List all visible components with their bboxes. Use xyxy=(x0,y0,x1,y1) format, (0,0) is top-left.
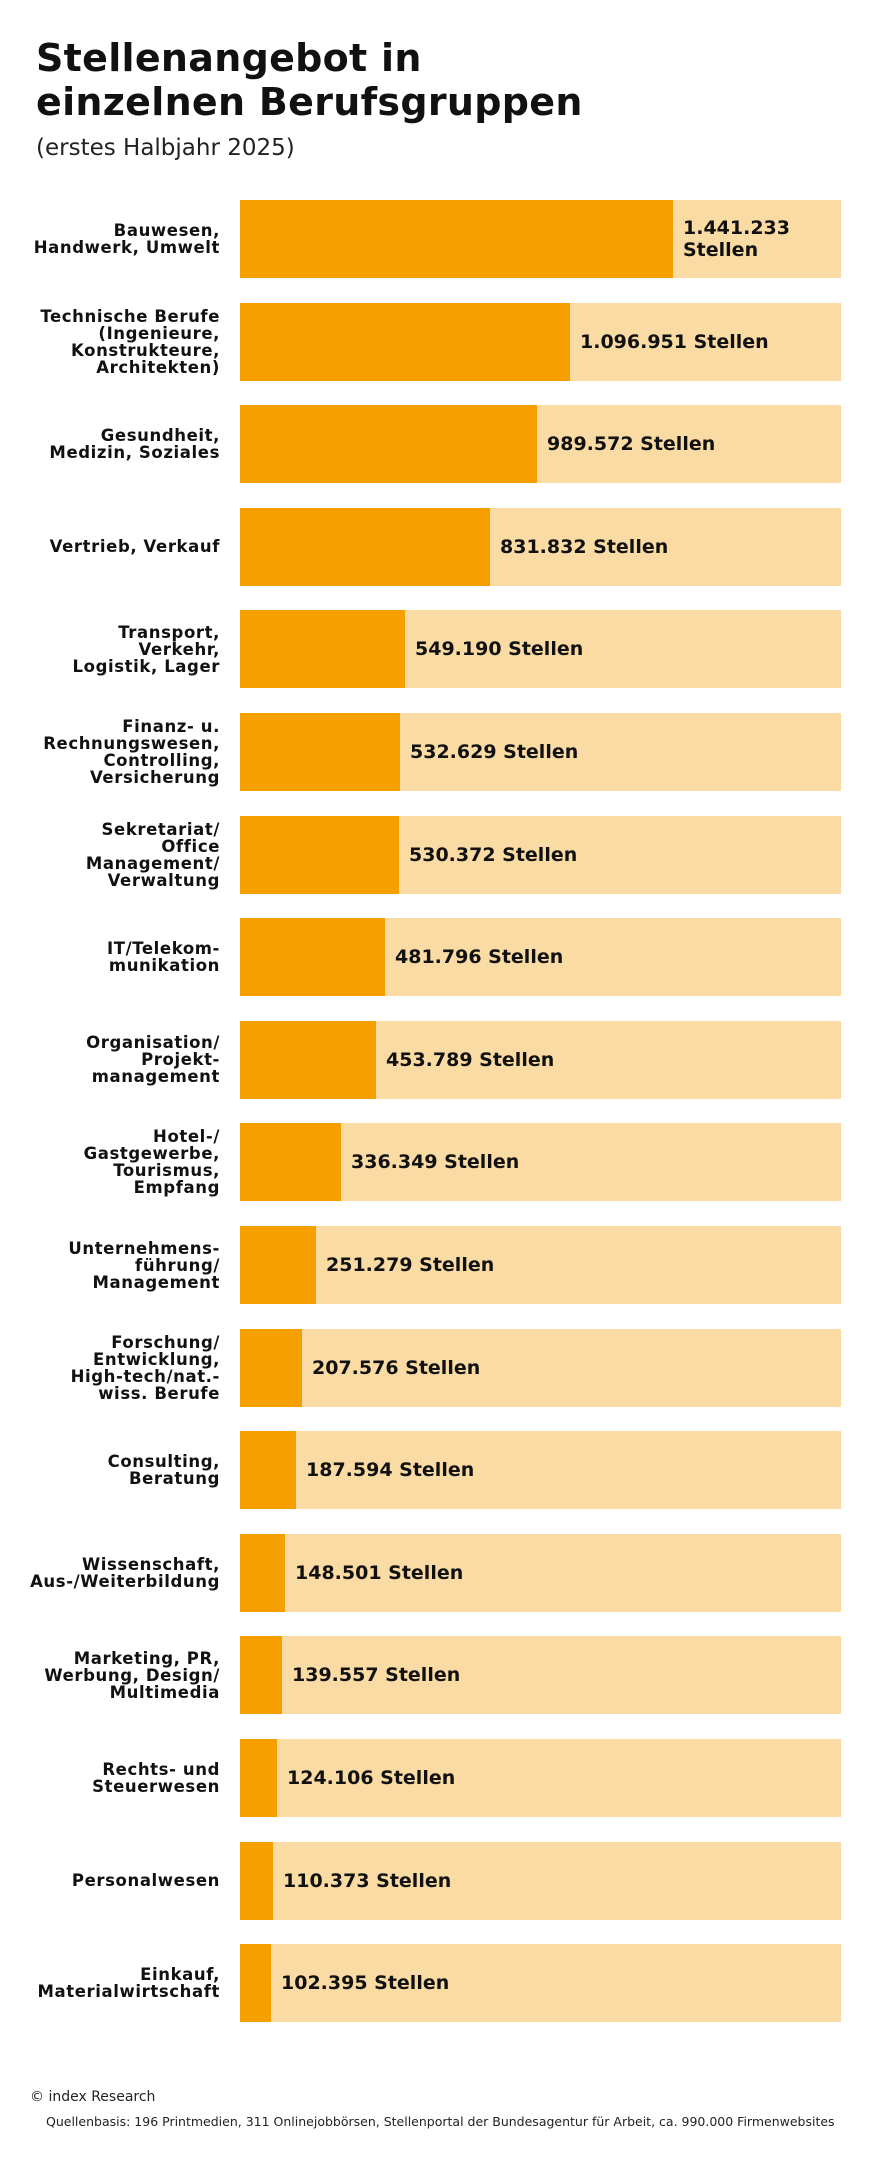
bar-row: Consulting, Beratung 187.594 Stellen xyxy=(0,1431,880,1510)
bar-row: Transport, Verkehr, Logistik, Lager 549.1… xyxy=(0,610,880,689)
bar-track xyxy=(240,1636,841,1715)
bar xyxy=(240,610,405,689)
bar-track xyxy=(240,1431,841,1510)
bar xyxy=(240,200,673,278)
category-label: Gesundheit, Medizin, Soziales xyxy=(49,426,220,463)
category-label: Bauwesen, Handwerk, Umwelt xyxy=(33,221,220,257)
bar-row: Einkauf, Materialwirtschaft 102.395 Stell… xyxy=(0,1944,880,2023)
chart-title-line-2: einzelnen Berufsgruppen xyxy=(36,80,583,124)
value-label: 549.190 Stellen xyxy=(415,638,584,661)
bar-track xyxy=(240,1226,841,1304)
category-label: Transport, Verkehr, Logistik, Lager xyxy=(72,622,220,676)
value-label: 831.832 Stellen xyxy=(500,535,669,558)
category-label: Forschung/ Entwicklung, High-tech/nat.- … xyxy=(70,1332,220,1403)
bar xyxy=(240,1636,282,1715)
value-label: 187.594 Stellen xyxy=(306,1459,475,1482)
bar-track xyxy=(240,1739,841,1817)
category-label: Hotel-/ Gastgewerbe, Tourismus, Empfang xyxy=(83,1127,220,1198)
value-label: 336.349 Stellen xyxy=(351,1151,520,1174)
bar-track xyxy=(240,1328,841,1407)
bar-row: Finanz- u. Rechnungswesen, Controlling, … xyxy=(0,713,880,791)
value-label: 453.789 Stellen xyxy=(386,1048,555,1071)
bar xyxy=(240,918,385,997)
bar-row: IT/Telekom- munikation 481.796 Stellen xyxy=(0,918,880,997)
category-label: Einkauf, Materialwirtschaft xyxy=(37,1965,220,2002)
value-label: 148.501 Stellen xyxy=(295,1561,464,1584)
bar-row: Vertrieb, Verkauf 831.832 Stellen xyxy=(0,507,880,586)
copyright-note: © index Research xyxy=(30,2089,156,2105)
category-label: Consulting, Beratung xyxy=(107,1452,220,1489)
bar-row: Bauwesen, Handwerk, Umwelt 1.441.233 Stel… xyxy=(0,200,880,278)
value-label: 1.096.951 Stellen xyxy=(580,330,769,353)
value-label: 124.106 Stellen xyxy=(287,1767,456,1789)
category-label: Rechts- und Steuerwesen xyxy=(92,1760,220,1796)
chart-title-line-1: Stellenangebot in xyxy=(36,36,422,80)
chart-subtitle: (erstes Halbjahr 2025) xyxy=(36,135,295,161)
bar-track xyxy=(240,1841,841,1920)
value-label: 110.373 Stellen xyxy=(283,1869,452,1892)
bar-row: Organisation/ Projekt- management 453.789… xyxy=(0,1020,880,1099)
value-label: 102.395 Stellen xyxy=(281,1972,450,1995)
bar xyxy=(240,713,400,791)
value-label: 251.279 Stellen xyxy=(326,1254,495,1276)
bar-row: Forschung/ Entwicklung, High-tech/nat.- … xyxy=(0,1328,880,1407)
category-label: Organisation/ Projekt- management xyxy=(86,1033,220,1087)
value-label: 207.576 Stellen xyxy=(312,1356,481,1379)
value-label: 139.557 Stellen xyxy=(292,1664,461,1687)
bar-row: Rechts- und Steuerwesen 124.106 Stellen xyxy=(0,1739,880,1817)
category-label: IT/Telekom- munikation xyxy=(106,939,220,976)
bar-row: Marketing, PR, Werbung, Design/ Multimed… xyxy=(0,1636,880,1715)
bar xyxy=(240,1020,376,1099)
bar-row: Unternehmens- führung/ Management 251.279… xyxy=(0,1226,880,1304)
bar-row: Sekretariat/ Office Management/ Verwaltu… xyxy=(0,815,880,894)
bar xyxy=(240,302,570,381)
bar-row: Gesundheit, Medizin, Soziales 989.572 Ste… xyxy=(0,405,880,484)
category-label: Finanz- u. Rechnungswesen, Controlling, … xyxy=(43,717,220,787)
category-label: Unternehmens- führung/ Management xyxy=(68,1238,220,1292)
bar xyxy=(240,815,399,894)
bar xyxy=(240,1533,285,1612)
bar-row: Hotel-/ Gastgewerbe, Tourismus, Empfang 3… xyxy=(0,1123,880,1202)
bar xyxy=(240,1123,341,1202)
value-label: 481.796 Stellen xyxy=(395,946,564,969)
category-label: Vertrieb, Verkauf xyxy=(49,537,220,557)
bar xyxy=(240,1944,271,2023)
bar xyxy=(240,405,537,484)
bar xyxy=(240,507,490,586)
category-label: Technische Berufe (Ingenieure, Konstrukt… xyxy=(40,306,220,377)
value-label: 532.629 Stellen xyxy=(410,741,579,763)
bar-row: Personalwesen 110.373 Stellen xyxy=(0,1841,880,1920)
bar-chart: Bauwesen, Handwerk, Umwelt 1.441.233 Stel… xyxy=(0,200,880,2040)
bar-row: Technische Berufe (Ingenieure, Konstrukt… xyxy=(0,302,880,381)
category-label: Marketing, PR, Werbung, Design/ Multimed… xyxy=(44,1648,220,1702)
bar xyxy=(240,1226,316,1304)
bar-track xyxy=(240,1944,841,2023)
category-label: Personalwesen xyxy=(71,1871,220,1891)
source-note: Quellenbasis: 196 Printmedien, 311 Onlin… xyxy=(46,2114,835,2129)
value-label: 530.372 Stellen xyxy=(409,843,578,866)
bar-track xyxy=(240,1533,841,1612)
bar xyxy=(240,1739,277,1817)
value-label: 989.572 Stellen xyxy=(547,433,716,456)
bar xyxy=(240,1431,296,1510)
bar xyxy=(240,1841,273,1920)
chart-title: Stellenangebot in einzelnen Berufsgruppe… xyxy=(36,36,583,124)
bar-row: Wissenschaft, Aus-/Weiterbildung 148.501 … xyxy=(0,1533,880,1612)
value-label: 1.441.233 Stellen xyxy=(683,217,790,261)
category-label: Wissenschaft, Aus-/Weiterbildung xyxy=(30,1554,220,1591)
bar xyxy=(240,1328,302,1407)
category-label: Sekretariat/ Office Management/ Verwaltu… xyxy=(85,819,220,890)
